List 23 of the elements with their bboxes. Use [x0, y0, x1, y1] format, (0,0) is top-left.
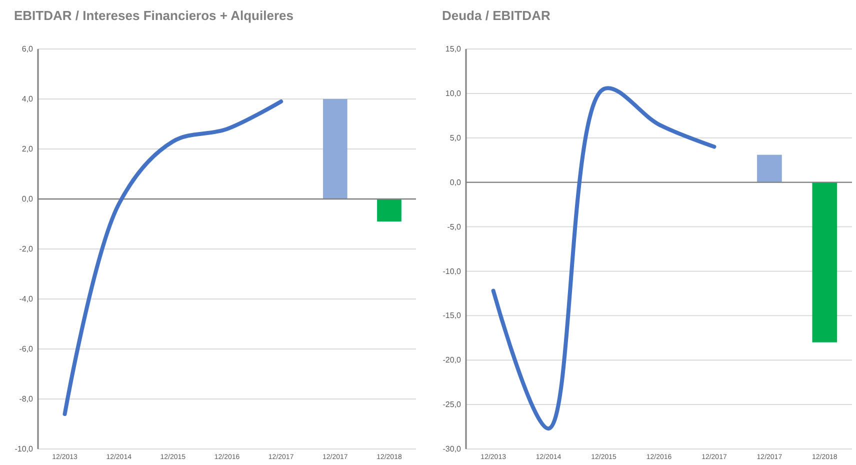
y-tick-label: -30,0 [442, 444, 462, 454]
y-tick-label: 4,0 [22, 94, 34, 104]
y-tick-label: -8,0 [19, 394, 34, 404]
y-tick-label: -4,0 [19, 294, 34, 304]
y-tick-label: -6,0 [19, 344, 34, 354]
y-tick-label: 0,0 [22, 194, 34, 204]
y-tick-label: -15,0 [442, 311, 462, 320]
y-tick-label: -10,0 [14, 444, 34, 454]
y-tick-label: 6,0 [22, 44, 34, 54]
chart-title: EBITDAR / Intereses Financieros + Alquileres [14, 8, 294, 23]
y-tick-label: 2,0 [22, 144, 34, 154]
y-tick-label: 5,0 [450, 133, 462, 142]
chart-title: Deuda / EBITDAR [442, 8, 551, 23]
y-tick-label: 0,0 [450, 178, 462, 187]
y-tick-label: 10,0 [445, 89, 462, 98]
y-tick-label: -25,0 [442, 400, 462, 410]
y-tick-label: -2,0 [19, 244, 34, 254]
y-tick-label: -5,0 [447, 222, 462, 232]
line-series [491, 86, 716, 431]
y-tick-label: -10,0 [442, 266, 462, 276]
y-tick-label: -20,0 [442, 356, 462, 365]
line-series [62, 100, 284, 416]
y-tick-label: 15,0 [445, 44, 462, 54]
